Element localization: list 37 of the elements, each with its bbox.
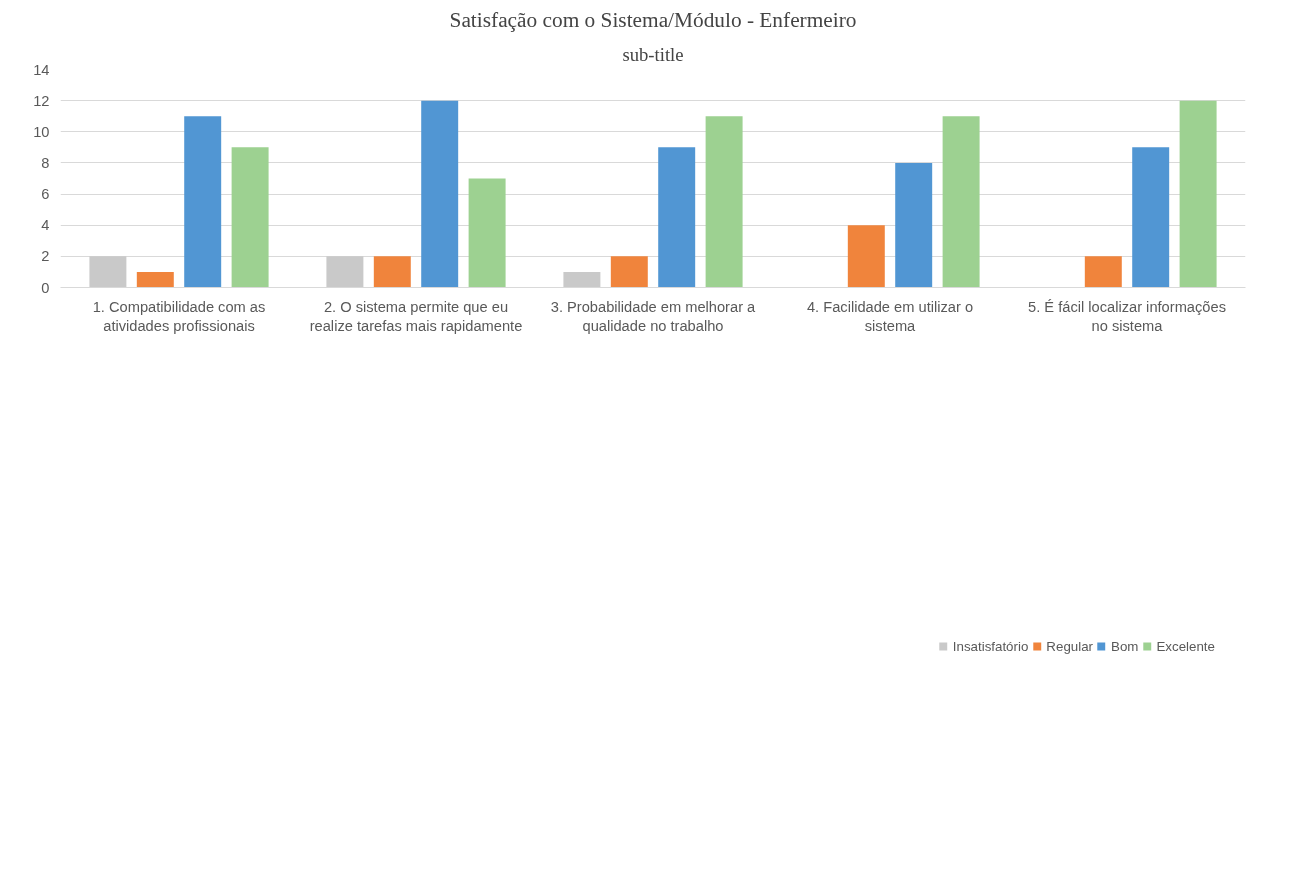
x-tick-label: 5. É fácil localizar informações no sistema bbox=[1028, 298, 1226, 334]
bar bbox=[942, 116, 980, 288]
bar bbox=[610, 256, 648, 288]
legend-label: Excelente bbox=[1156, 638, 1215, 654]
bar bbox=[563, 271, 601, 288]
bar bbox=[184, 116, 222, 288]
x-tick-label: 3. Probabilidade em melhorar a qualidade no trabalho bbox=[550, 298, 757, 334]
bar bbox=[373, 256, 411, 288]
bar bbox=[1084, 256, 1122, 288]
bar bbox=[705, 116, 743, 288]
bar bbox=[468, 178, 506, 288]
bar bbox=[847, 225, 885, 288]
bar bbox=[1179, 100, 1217, 288]
chart-title: Satisfação com o Sistema/Módulo - Enfermeiro bbox=[449, 7, 857, 32]
chart-subtitle: sub-title bbox=[622, 43, 684, 65]
y-tick-label: 4 bbox=[41, 217, 50, 234]
bar bbox=[895, 162, 933, 288]
legend-label: Bom bbox=[1111, 638, 1139, 654]
legend-label: Insatisfatório bbox=[952, 638, 1029, 654]
x-tick-label: 2. O sistema permite que eu realize tarefas mais rapidamente bbox=[309, 298, 523, 334]
bar bbox=[136, 271, 174, 288]
y-tick-label: 10 bbox=[33, 123, 50, 140]
bar bbox=[658, 147, 696, 288]
bar bbox=[89, 256, 127, 288]
y-tick-label: 6 bbox=[41, 186, 50, 203]
x-tick-label: 1. Compatibilidade com as atividades profissionais bbox=[92, 298, 266, 334]
y-tick-label: 12 bbox=[33, 92, 50, 109]
bar bbox=[1132, 147, 1170, 288]
bar bbox=[326, 256, 364, 288]
y-tick-label: 0 bbox=[41, 279, 50, 296]
bar bbox=[421, 100, 459, 288]
legend-label: Regular bbox=[1046, 638, 1094, 654]
y-tick-label: 14 bbox=[33, 61, 50, 78]
y-tick-label: 8 bbox=[41, 154, 50, 171]
bar bbox=[231, 147, 269, 288]
x-tick-label: 4. Facilidade em utilizar o sistema bbox=[806, 298, 974, 334]
y-tick-label: 2 bbox=[41, 248, 50, 265]
